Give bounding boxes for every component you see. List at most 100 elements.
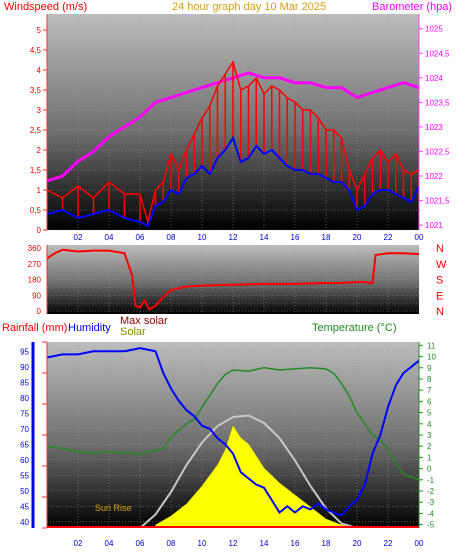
time-tick-label: 00 bbox=[415, 539, 424, 548]
solar-axis-label: Solar bbox=[120, 326, 146, 338]
sunrise-annotation: Sun Rise bbox=[95, 503, 132, 513]
direction-tick-label: 360 bbox=[28, 244, 42, 253]
wind-tick-label: 0,5 bbox=[30, 206, 42, 215]
barometer-tick-label: 1022,5 bbox=[425, 147, 450, 156]
compass-label: N bbox=[436, 243, 444, 255]
time-tick-label: 08 bbox=[167, 233, 176, 242]
time-tick-label: 20 bbox=[353, 539, 362, 548]
temperature-tick-label: 8 bbox=[427, 375, 432, 384]
humidity-tick-label: 55 bbox=[20, 471, 29, 480]
time-tick-label: 12 bbox=[229, 233, 238, 242]
temperature-tick-label: 3 bbox=[427, 431, 432, 440]
humidity-temperature-panel: 404550556065707580859095-5-4-3-2-1012345… bbox=[2, 315, 436, 548]
time-tick-label: 16 bbox=[291, 233, 300, 242]
max-solar-line bbox=[139, 414, 358, 528]
temperature-line bbox=[47, 367, 419, 481]
humidity-tick-label: 45 bbox=[20, 502, 29, 511]
barometer-tick-label: 1024,5 bbox=[425, 49, 450, 58]
humidity-tick-label: 80 bbox=[20, 394, 29, 403]
humidity-tick-label: 95 bbox=[20, 347, 29, 356]
time-tick-label: 08 bbox=[167, 539, 176, 548]
humidity-tick-label: 50 bbox=[20, 487, 29, 496]
humidity-axis-label: Humidity bbox=[68, 322, 111, 334]
rainfall-axis-label: Rainfall (mm) bbox=[2, 322, 67, 334]
direction-tick-label: 180 bbox=[28, 276, 42, 285]
time-tick-label: 02 bbox=[74, 539, 83, 548]
humidity-tick-label: 60 bbox=[20, 456, 29, 465]
wind-tick-label: 3 bbox=[37, 106, 42, 115]
wind-barometer-panel: 00,511,522,533,544,5510211021,510221022,… bbox=[4, 1, 452, 242]
barometer-tick-label: 1022 bbox=[425, 172, 443, 181]
time-tick-label: 00 bbox=[415, 233, 424, 242]
temperature-tick-label: 7 bbox=[427, 386, 432, 395]
temperature-tick-label: 9 bbox=[427, 364, 432, 373]
wind-average-line bbox=[47, 135, 419, 228]
wind-tick-label: 4,5 bbox=[30, 46, 42, 55]
humidity-tick-label: 75 bbox=[20, 409, 29, 418]
temperature-tick-label: 2 bbox=[427, 442, 432, 451]
wind-tick-label: 5 bbox=[37, 26, 42, 35]
windspeed-axis-label: Windspeed (m/s) bbox=[4, 1, 87, 13]
temperature-tick-label: 10 bbox=[427, 353, 436, 362]
wind-tick-label: 1,5 bbox=[30, 166, 42, 175]
temperature-tick-label: 1 bbox=[427, 453, 432, 462]
humidity-tick-label: 70 bbox=[20, 425, 29, 434]
barometer-tick-label: 1023 bbox=[425, 123, 443, 132]
temperature-axis-label: Temperature (°C) bbox=[312, 322, 396, 334]
max-solar-axis-label: Max solar bbox=[120, 315, 168, 327]
humidity-tick-label: 85 bbox=[20, 378, 29, 387]
temperature-tick-label: 6 bbox=[427, 397, 432, 406]
temperature-tick-label: 0 bbox=[427, 465, 432, 474]
compass-label: E bbox=[436, 290, 443, 302]
barometer-axis-label: Barometer (hpa) bbox=[372, 1, 452, 13]
time-tick-label: 20 bbox=[353, 233, 362, 242]
humidity-line bbox=[47, 347, 419, 517]
wind-tick-label: 2 bbox=[37, 146, 42, 155]
wind-direction-line bbox=[47, 248, 419, 311]
time-tick-label: 12 bbox=[229, 539, 238, 548]
temperature-tick-label: -1 bbox=[427, 476, 435, 485]
time-tick-label: 10 bbox=[198, 539, 207, 548]
time-tick-label: 14 bbox=[260, 233, 269, 242]
temperature-tick-label: -5 bbox=[427, 521, 435, 530]
barometer-tick-label: 1021,5 bbox=[425, 197, 450, 206]
wind-tick-label: 1 bbox=[37, 186, 42, 195]
barometer-tick-label: 1021 bbox=[425, 221, 443, 230]
time-tick-label: 18 bbox=[322, 539, 331, 548]
time-tick-label: 22 bbox=[384, 233, 393, 242]
humidity-tick-label: 40 bbox=[20, 518, 29, 527]
direction-tick-label: 270 bbox=[28, 260, 42, 269]
wind-tick-label: 3,5 bbox=[30, 86, 42, 95]
humidity-tick-label: 90 bbox=[20, 363, 29, 372]
direction-tick-label: 0 bbox=[37, 307, 42, 316]
graph-title: 24 hour graph day 10 Mar 2025 bbox=[172, 1, 326, 13]
solar-area bbox=[155, 425, 358, 528]
wind-tick-label: 0 bbox=[37, 226, 42, 235]
time-tick-label: 04 bbox=[105, 539, 114, 548]
temperature-tick-label: 4 bbox=[427, 420, 432, 429]
temperature-tick-label: 11 bbox=[427, 341, 436, 350]
time-tick-label: 10 bbox=[198, 233, 207, 242]
time-tick-label: 04 bbox=[105, 233, 114, 242]
compass-label: N bbox=[436, 306, 444, 318]
humidity-tick-label: 65 bbox=[20, 440, 29, 449]
temperature-tick-label: 5 bbox=[427, 409, 432, 418]
time-tick-label: 16 bbox=[291, 539, 300, 548]
time-tick-label: 02 bbox=[74, 233, 83, 242]
wind-tick-label: 2,5 bbox=[30, 126, 42, 135]
temperature-tick-label: -3 bbox=[427, 498, 435, 507]
time-tick-label: 22 bbox=[384, 539, 393, 548]
barometer-tick-label: 1024 bbox=[425, 74, 443, 83]
barometer-tick-label: 1025 bbox=[425, 25, 443, 34]
temperature-tick-label: -4 bbox=[427, 509, 435, 518]
barometer-tick-label: 1023,5 bbox=[425, 98, 450, 107]
temperature-tick-label: -2 bbox=[427, 487, 435, 496]
time-tick-label: 06 bbox=[136, 233, 145, 242]
time-tick-label: 18 bbox=[322, 233, 331, 242]
wind-gust-line bbox=[47, 60, 419, 225]
compass-label: W bbox=[436, 259, 447, 271]
direction-tick-label: 90 bbox=[32, 291, 41, 300]
compass-label: S bbox=[436, 275, 443, 287]
